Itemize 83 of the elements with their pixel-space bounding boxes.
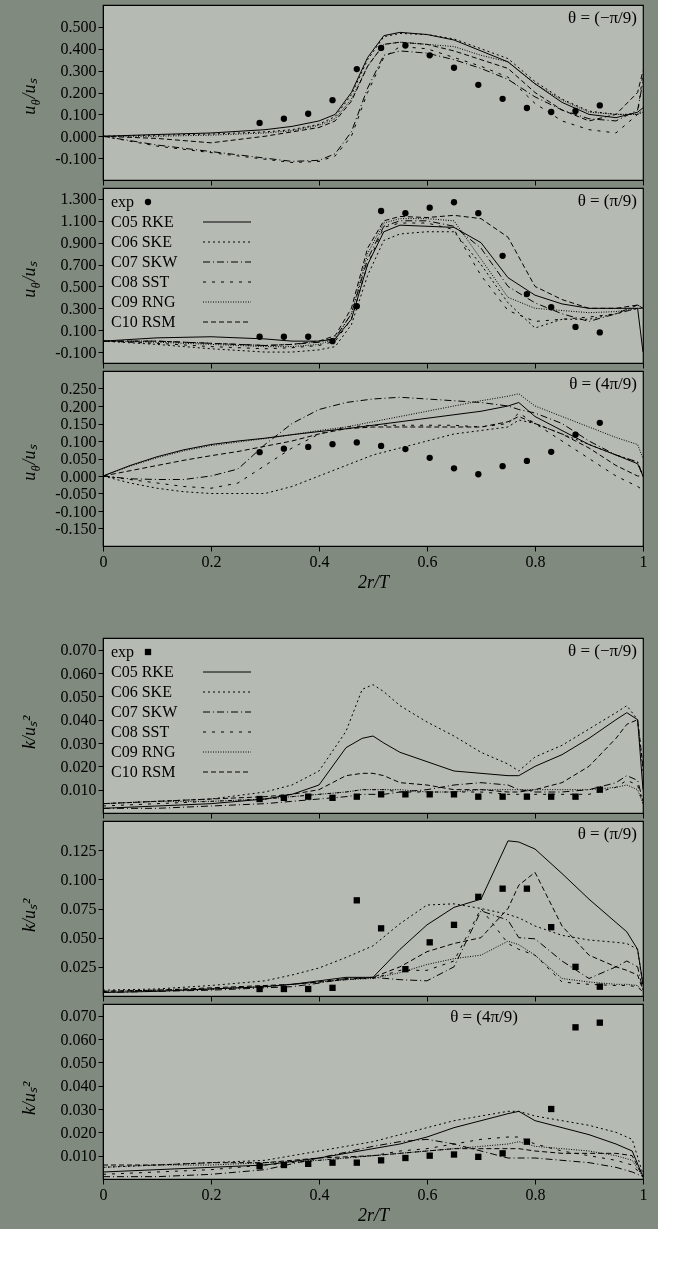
y-tick-label: 0.075: [60, 900, 97, 917]
y-tick-label: 0.100: [60, 432, 97, 450]
y-axis-title: uθ/uₛ: [19, 261, 43, 298]
x-tick-label: 0.8: [525, 1185, 546, 1203]
legend-label: C06 SKE: [111, 683, 172, 700]
legend-label: exp: [111, 643, 135, 661]
y-tick-label: 0.200: [60, 84, 97, 101]
annotation: θ = (π/9): [577, 824, 637, 843]
y-tick-label: 0.000: [60, 127, 97, 145]
y-tick-label: 0.050: [60, 929, 97, 947]
y-tick-label: 0.060: [60, 664, 97, 682]
y-tick-label: 0.300: [60, 62, 97, 80]
legend-label: C09 RNG: [111, 743, 176, 760]
annotation: θ = (−π/9): [568, 8, 637, 27]
x-axis-title: 2r/T: [357, 1204, 391, 1225]
legend-label: C08 SST: [111, 723, 170, 740]
x-tick-label: 0.2: [201, 1185, 222, 1203]
legend-label: C05 RKE: [111, 663, 174, 680]
x-tick-label: 0.4: [309, 1185, 330, 1203]
y-tick-label: 0.010: [60, 1147, 97, 1165]
y-tick-label: 0.100: [60, 321, 97, 339]
y-tick-label: 0.125: [60, 841, 97, 859]
annotation: θ = (4π/9): [450, 1007, 518, 1026]
y-tick-label: 0.030: [60, 734, 97, 752]
y-tick-label: 0.200: [60, 397, 97, 415]
y-tick-label: -0.100: [55, 343, 97, 361]
y-tick-label: 0.050: [60, 450, 97, 467]
annotation: θ = (−π/9): [568, 641, 637, 660]
legend-label: exp: [111, 193, 135, 211]
legend-label: C10 RSM: [111, 763, 176, 780]
y-tick-label: -0.150: [55, 520, 97, 537]
x-tick-label: 0.4: [309, 552, 330, 570]
y-tick-label: 0.400: [60, 40, 97, 58]
legend-label: C10 RSM: [111, 313, 176, 330]
y-tick-label: 0.040: [60, 1077, 97, 1095]
y-tick-label: 0.020: [60, 757, 97, 775]
x-tick-label: 0.2: [201, 552, 222, 570]
y-axis-title: k/uₛ²: [19, 714, 39, 749]
y-tick-label: 1.100: [60, 212, 97, 230]
annotation: θ = (4π/9): [569, 374, 637, 393]
y-tick-label: 0.250: [60, 380, 97, 397]
y-tick-label: -0.100: [55, 502, 97, 520]
x-tick-label: 1: [639, 552, 648, 570]
legend-label: C09 RNG: [111, 293, 176, 310]
legend-label: C07 SKW: [111, 703, 179, 720]
y-tick-label: 0.030: [60, 1100, 97, 1118]
legend-label: C05 RKE: [111, 213, 174, 230]
y-tick-label: 0.050: [60, 687, 97, 705]
y-tick-label: 0.300: [60, 299, 97, 317]
y-tick-label: 0.020: [60, 1123, 97, 1141]
y-tick-label: 0.900: [60, 234, 97, 252]
y-tick-label: 0.060: [60, 1030, 97, 1048]
y-axis-title: k/uₛ²: [19, 1080, 39, 1115]
y-tick-label: 0.150: [60, 415, 97, 432]
y-tick-label: 0.500: [60, 18, 97, 36]
x-tick-label: 0: [99, 552, 108, 570]
legend-label: C06 SKE: [111, 233, 172, 250]
legend-label: C07 SKW: [111, 253, 179, 270]
y-tick-label: -0.100: [55, 149, 97, 167]
y-tick-label: 0.070: [60, 1007, 97, 1025]
y-tick-label: 0.040: [60, 711, 97, 729]
y-tick-label: -0.050: [55, 485, 97, 502]
y-tick-label: 0.700: [60, 256, 97, 274]
x-tick-label: 0.6: [417, 552, 438, 570]
y-tick-label: 0.025: [60, 958, 97, 976]
y-tick-label: 0.100: [60, 870, 97, 888]
y-tick-label: 0.070: [60, 641, 97, 659]
x-tick-label: 1: [639, 1185, 648, 1203]
y-tick-label: 0.500: [60, 277, 97, 295]
legend-label: C08 SST: [111, 273, 170, 290]
y-tick-label: 0.100: [60, 105, 97, 123]
x-axis-title: 2r/T: [357, 571, 391, 592]
annotation: θ = (π/9): [577, 191, 637, 210]
x-tick-label: 0: [99, 1185, 108, 1203]
x-tick-label: 0.6: [417, 1185, 438, 1203]
y-axis-title: k/uₛ²: [19, 897, 39, 932]
y-tick-label: 1.300: [60, 190, 97, 208]
y-tick-label: 0.050: [60, 1053, 97, 1071]
y-axis-title: uθ/uₛ: [19, 78, 43, 115]
y-tick-label: 0.010: [60, 781, 97, 799]
x-tick-label: 0.8: [525, 552, 546, 570]
y-axis-title: uθ/uₛ: [19, 444, 43, 481]
y-tick-label: 0.000: [60, 467, 97, 485]
